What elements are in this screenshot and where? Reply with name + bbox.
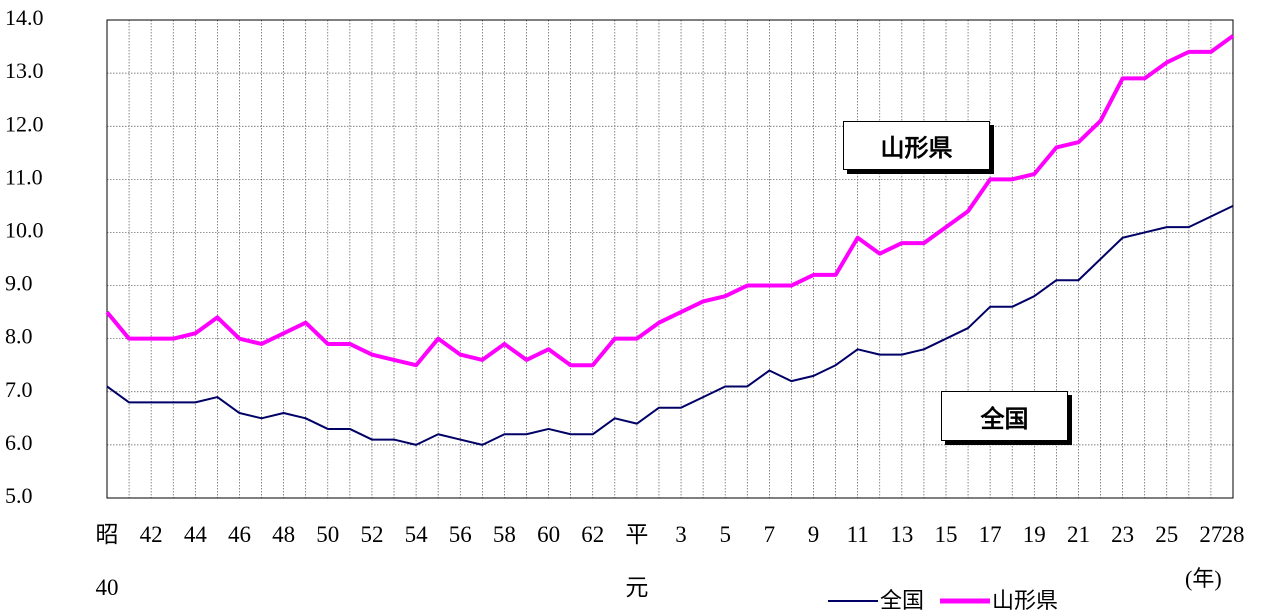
x-tick-label: 54 bbox=[404, 522, 428, 547]
x-tick-label: 28 bbox=[1221, 522, 1245, 547]
x-tick-label: 平 元 bbox=[625, 522, 649, 600]
x-tick-label: 17 bbox=[978, 522, 1002, 547]
series-line bbox=[106, 204, 1234, 446]
x-tick-label: 42 bbox=[139, 522, 163, 547]
x-tick-label: 44 bbox=[183, 522, 207, 547]
y-tick-label: 13.0 bbox=[5, 58, 44, 83]
x-tick-label: 3 bbox=[675, 522, 687, 547]
y-tick-label: 6.0 bbox=[5, 430, 33, 455]
x-tick-label: 5 bbox=[719, 522, 731, 547]
y-tick-label: 5.0 bbox=[5, 483, 33, 508]
legend-label: 山形県 bbox=[992, 588, 1058, 611]
x-tick-label: 52 bbox=[360, 522, 384, 547]
x-tick-label: 50 bbox=[316, 522, 340, 547]
x-tick-label: 46 bbox=[227, 522, 251, 547]
annotation: 山形県 bbox=[843, 121, 990, 170]
series-line bbox=[105, 34, 1235, 368]
legend-label: 全国 bbox=[880, 588, 924, 611]
y-tick-label: 9.0 bbox=[5, 271, 33, 296]
y-tick-label: 7.0 bbox=[5, 377, 33, 402]
plot-frame bbox=[106, 19, 1234, 499]
x-tick-label: 23 bbox=[1111, 522, 1135, 547]
x-unit: (年) bbox=[1185, 566, 1222, 591]
x-tick-label: 7 bbox=[763, 522, 776, 547]
x-tick-label: 13 bbox=[890, 522, 914, 547]
y-tick-label: 10.0 bbox=[5, 217, 44, 242]
x-tick-label: 9 bbox=[807, 522, 820, 547]
y-tick-label: 11.0 bbox=[5, 164, 43, 189]
x-tick-label: 48 bbox=[272, 522, 296, 547]
x-tick-label: 21 bbox=[1066, 522, 1090, 547]
x-tick-label: 19 bbox=[1022, 522, 1046, 547]
x-tick-label: 15 bbox=[934, 522, 958, 547]
x-tick-label: 27 bbox=[1199, 522, 1223, 547]
annotation: 全国 bbox=[941, 391, 1068, 441]
x-tick-label: 62 bbox=[581, 522, 605, 547]
y-tick-label: 14.0 bbox=[5, 5, 44, 30]
x-tick-label: 56 bbox=[448, 522, 472, 547]
y-tick-label: 12.0 bbox=[5, 111, 44, 136]
x-tick-label: 58 bbox=[492, 522, 516, 547]
x-tick-label: 60 bbox=[537, 522, 561, 547]
x-tick-label: 昭 40 bbox=[95, 522, 119, 600]
y-tick-label: 8.0 bbox=[5, 324, 33, 349]
x-tick-label: 11 bbox=[846, 522, 869, 547]
x-tick-label: 25 bbox=[1155, 522, 1179, 547]
